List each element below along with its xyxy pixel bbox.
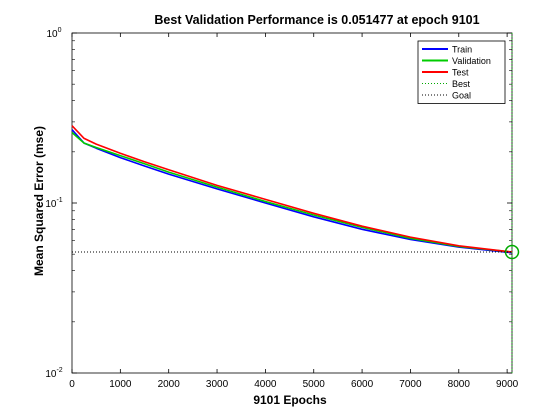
x-tick-label: 4000 [254, 379, 277, 390]
x-tick-label: 6000 [351, 379, 374, 390]
x-tick-label: 8000 [448, 379, 471, 390]
x-tick-label: 5000 [303, 379, 326, 390]
x-tick-label: 0 [69, 379, 75, 390]
x-tick-label: 7000 [399, 379, 422, 390]
x-axis-label: 9101 Epochs [253, 393, 327, 407]
x-tick-label: 3000 [206, 379, 229, 390]
series-line-test [71, 125, 513, 253]
legend-label-test: Test [452, 68, 469, 78]
y-tick-label: 10-1 [45, 197, 62, 210]
y-tick-label: 100 [46, 27, 61, 40]
y-axis-label: Mean Squared Error (mse) [32, 126, 46, 276]
x-tick-label: 2000 [158, 379, 181, 390]
x-tick-label: 1000 [109, 379, 132, 390]
legend-label-goal: Goal [452, 91, 471, 101]
chart-title: Best Validation Performance is 0.051477 … [154, 13, 479, 27]
x-tick-label: 9000 [496, 379, 519, 390]
legend-label-train: Train [452, 45, 472, 55]
y-tick-label: 10-2 [45, 367, 62, 380]
best-marker [504, 244, 520, 260]
legend-label-best: Best [452, 79, 471, 89]
plot-area: 0 1000 2000 3000 4000 5000 6000 7000 8000 9000 10-… [45, 27, 520, 390]
series-line-validation [71, 131, 513, 253]
legend-label-validation: Validation [452, 56, 491, 66]
